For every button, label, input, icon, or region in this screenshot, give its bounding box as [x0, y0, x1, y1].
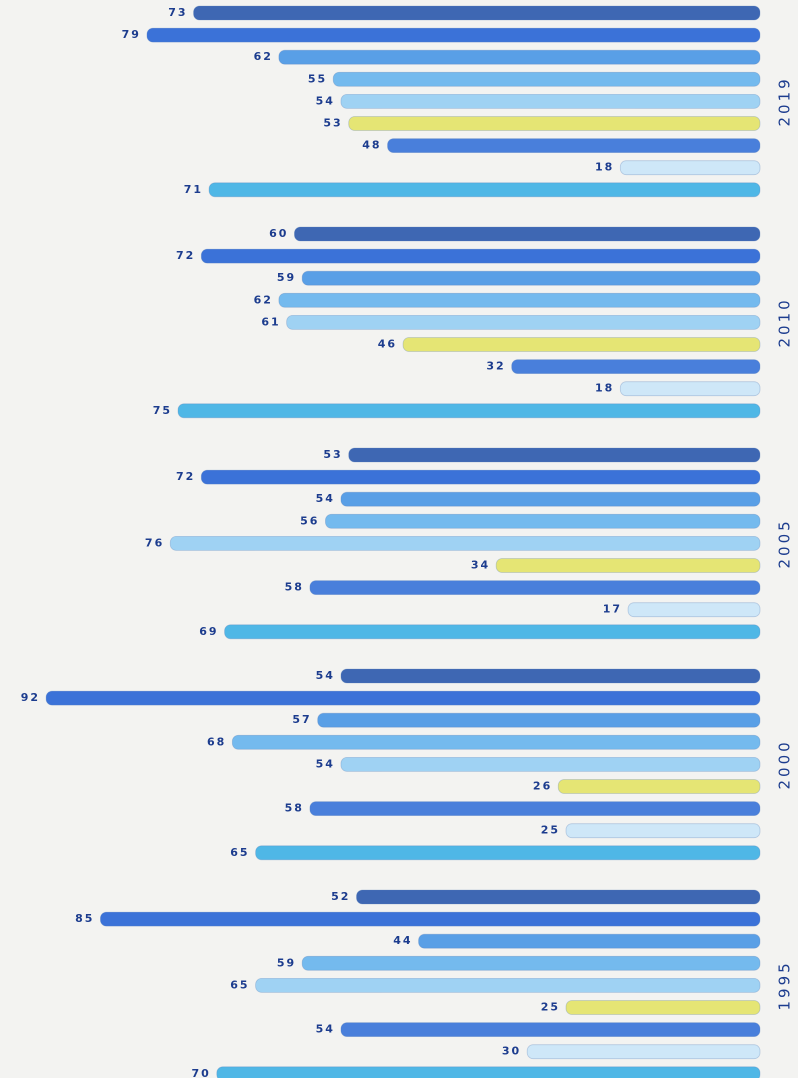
year-label: 2019	[776, 76, 794, 126]
bar	[309, 580, 761, 595]
bar	[255, 978, 761, 993]
bar	[317, 712, 761, 728]
value-label: 62	[254, 293, 273, 306]
bar	[565, 823, 761, 839]
value-label: 72	[176, 249, 195, 262]
bar	[340, 757, 761, 772]
value-label: 61	[261, 315, 280, 328]
value-label: 26	[533, 780, 552, 793]
value-label: 44	[393, 934, 412, 947]
value-label: 54	[316, 492, 335, 505]
bar	[169, 536, 761, 551]
bar	[224, 624, 761, 640]
bar	[278, 292, 761, 308]
bar	[348, 116, 761, 131]
bar	[332, 71, 761, 87]
bar	[309, 801, 761, 816]
year-label: 2000	[776, 739, 794, 789]
value-label: 53	[323, 448, 342, 461]
value-label: 54	[316, 669, 335, 682]
bar	[286, 314, 761, 330]
bar	[340, 668, 761, 684]
bar	[45, 690, 761, 706]
bar	[348, 447, 761, 463]
value-label: 59	[277, 956, 296, 969]
bar	[255, 845, 761, 861]
bar	[340, 94, 761, 109]
value-label: 62	[254, 50, 273, 63]
value-label: 53	[323, 117, 342, 130]
bar	[627, 602, 761, 618]
bar	[619, 381, 761, 397]
value-label: 34	[471, 559, 490, 572]
value-label: 65	[230, 846, 249, 859]
bar	[200, 248, 761, 264]
value-label: 18	[595, 161, 614, 174]
value-label: 72	[176, 470, 195, 483]
value-label: 59	[277, 271, 296, 284]
bar	[278, 49, 761, 65]
value-label: 92	[21, 691, 40, 704]
value-label: 68	[207, 735, 226, 748]
value-label: 48	[362, 139, 381, 152]
value-label: 55	[308, 72, 327, 85]
value-label: 79	[122, 28, 141, 41]
year-label: 2005	[776, 518, 794, 568]
bar	[301, 955, 761, 971]
value-label: 85	[75, 912, 94, 925]
value-label: 69	[199, 625, 218, 638]
value-label: 75	[153, 404, 172, 417]
value-label: 56	[300, 514, 319, 527]
bar	[565, 1000, 761, 1015]
value-label: 60	[269, 227, 288, 240]
bar	[231, 734, 761, 750]
bar	[216, 1066, 761, 1078]
bar	[325, 513, 761, 529]
value-label: 25	[541, 824, 560, 837]
year-label: 2010	[776, 297, 794, 347]
year-label: 1995	[776, 960, 794, 1010]
value-label: 54	[316, 757, 335, 770]
value-label: 52	[331, 890, 350, 903]
bar	[200, 469, 761, 485]
bar	[340, 491, 761, 507]
value-label: 54	[316, 1023, 335, 1036]
value-label: 17	[603, 603, 622, 616]
bar	[100, 911, 761, 927]
bar	[193, 5, 761, 21]
bar	[418, 933, 761, 949]
bar	[146, 27, 761, 43]
bar	[340, 1022, 761, 1037]
bar	[526, 1044, 761, 1060]
value-label: 25	[541, 1001, 560, 1014]
bar	[356, 889, 761, 905]
value-label: 58	[285, 581, 304, 594]
value-label: 71	[184, 183, 203, 196]
bar	[557, 779, 761, 794]
value-label: 58	[285, 802, 304, 815]
value-label: 46	[378, 338, 397, 351]
bar	[177, 403, 761, 419]
bar	[387, 138, 761, 154]
value-label: 76	[145, 536, 164, 549]
value-label: 57	[292, 713, 311, 726]
value-label: 73	[168, 6, 187, 19]
value-label: 18	[595, 382, 614, 395]
bar	[402, 337, 761, 352]
value-label: 65	[230, 978, 249, 991]
value-label: 32	[486, 360, 505, 373]
value-label: 54	[316, 94, 335, 107]
bar	[301, 270, 761, 286]
value-label: 30	[502, 1045, 521, 1058]
bar	[495, 558, 761, 573]
bar	[208, 182, 761, 198]
value-label: 70	[191, 1067, 210, 1078]
bar	[619, 160, 761, 176]
bar	[293, 226, 761, 242]
bar	[511, 359, 761, 375]
